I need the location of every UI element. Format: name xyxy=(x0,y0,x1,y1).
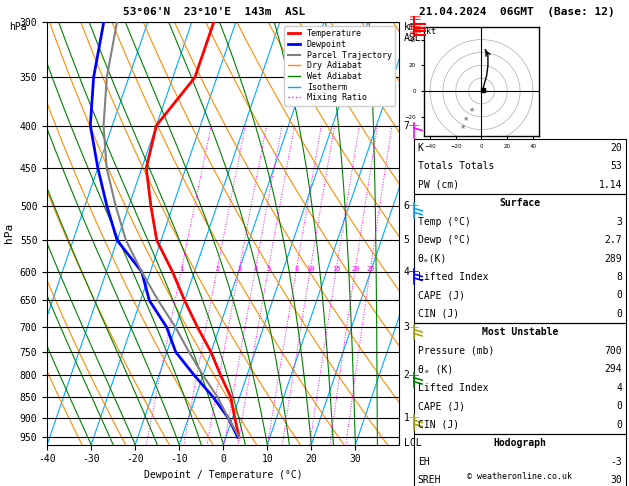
Text: θₑ(K): θₑ(K) xyxy=(418,254,447,263)
Text: 20: 20 xyxy=(351,265,360,272)
Text: Temp (°C): Temp (°C) xyxy=(418,217,470,226)
Text: 8: 8 xyxy=(616,272,622,282)
Text: SREH: SREH xyxy=(418,475,441,485)
Legend: Temperature, Dewpoint, Parcel Trajectory, Dry Adiabat, Wet Adiabat, Isotherm, Mi: Temperature, Dewpoint, Parcel Trajectory… xyxy=(284,26,395,105)
Text: 7: 7 xyxy=(404,121,409,131)
Text: Surface: Surface xyxy=(499,198,540,208)
Text: 21.04.2024  06GMT  (Base: 12): 21.04.2024 06GMT (Base: 12) xyxy=(419,7,615,17)
Text: 700: 700 xyxy=(604,346,622,356)
Text: 5: 5 xyxy=(266,265,270,272)
Text: CAPE (J): CAPE (J) xyxy=(418,401,465,411)
X-axis label: Dewpoint / Temperature (°C): Dewpoint / Temperature (°C) xyxy=(144,470,303,480)
Text: 30: 30 xyxy=(610,475,622,485)
Text: 53°06'N  23°10'E  143m  ASL: 53°06'N 23°10'E 143m ASL xyxy=(123,7,305,17)
Text: 20: 20 xyxy=(610,143,622,153)
Text: 3: 3 xyxy=(404,322,409,332)
Text: 289: 289 xyxy=(604,254,622,263)
Text: 15: 15 xyxy=(332,265,341,272)
Text: ——: —— xyxy=(409,267,419,276)
Text: ★: ★ xyxy=(463,116,469,122)
Text: Dewp (°C): Dewp (°C) xyxy=(418,235,470,245)
Text: ——: —— xyxy=(409,323,419,331)
Text: © weatheronline.co.uk: © weatheronline.co.uk xyxy=(467,472,572,481)
Text: 1.14: 1.14 xyxy=(599,180,622,190)
Text: CIN (J): CIN (J) xyxy=(418,420,459,430)
Text: 294: 294 xyxy=(604,364,622,374)
Text: Pressure (mb): Pressure (mb) xyxy=(418,346,494,356)
Text: ——: —— xyxy=(409,371,419,380)
Text: 0: 0 xyxy=(616,401,622,411)
Text: 0: 0 xyxy=(616,291,622,300)
Text: 3: 3 xyxy=(237,265,242,272)
Text: 6: 6 xyxy=(404,201,409,211)
Text: ——: —— xyxy=(409,413,419,422)
Text: CIN (J): CIN (J) xyxy=(418,309,459,319)
Text: 10: 10 xyxy=(306,265,314,272)
Text: 8: 8 xyxy=(294,265,299,272)
Text: 25: 25 xyxy=(366,265,375,272)
Text: ‖‖‖: ‖‖‖ xyxy=(409,12,420,32)
Text: -3: -3 xyxy=(610,457,622,467)
Text: CAPE (J): CAPE (J) xyxy=(418,291,465,300)
Text: LCL: LCL xyxy=(404,438,421,448)
Text: kt: kt xyxy=(426,27,436,36)
Text: 0: 0 xyxy=(616,309,622,319)
Text: PW (cm): PW (cm) xyxy=(418,180,459,190)
Text: θₑ (K): θₑ (K) xyxy=(418,364,453,374)
Text: Hodograph: Hodograph xyxy=(493,438,547,448)
Text: 2: 2 xyxy=(215,265,220,272)
Text: 4: 4 xyxy=(404,267,409,277)
Text: ——: —— xyxy=(409,121,419,130)
Text: km
ASL: km ASL xyxy=(404,22,421,43)
Y-axis label: hPa: hPa xyxy=(4,223,14,243)
Text: ★: ★ xyxy=(468,107,474,113)
Text: 4: 4 xyxy=(253,265,258,272)
Text: Lifted Index: Lifted Index xyxy=(418,272,488,282)
Text: ★: ★ xyxy=(459,124,465,130)
Text: hPa: hPa xyxy=(9,22,27,32)
Text: 3: 3 xyxy=(616,217,622,226)
Text: 5: 5 xyxy=(404,235,409,245)
Text: 2.7: 2.7 xyxy=(604,235,622,245)
Text: Lifted Index: Lifted Index xyxy=(418,383,488,393)
Text: 2: 2 xyxy=(404,370,409,380)
Text: 1: 1 xyxy=(179,265,184,272)
Text: 0: 0 xyxy=(616,420,622,430)
Text: 53: 53 xyxy=(610,161,622,171)
Text: K: K xyxy=(418,143,423,153)
Text: 1: 1 xyxy=(404,413,409,423)
Text: EH: EH xyxy=(418,457,430,467)
Text: Most Unstable: Most Unstable xyxy=(482,328,558,337)
Text: 4: 4 xyxy=(616,383,622,393)
Text: Totals Totals: Totals Totals xyxy=(418,161,494,171)
Text: ——: —— xyxy=(409,201,419,210)
